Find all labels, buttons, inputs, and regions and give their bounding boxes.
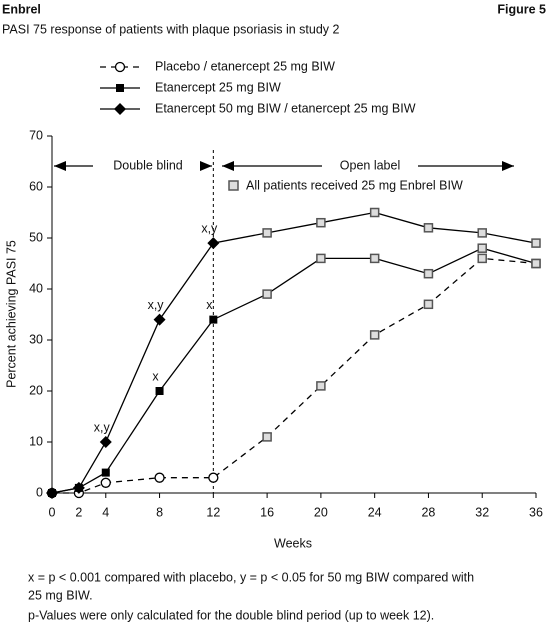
chart-title: PASI 75 response of patients with plaque… <box>2 22 340 36</box>
y-tick-label: 0 <box>36 485 43 499</box>
marker <box>155 387 164 395</box>
y-tick-label: 40 <box>29 281 43 295</box>
marker <box>99 436 112 448</box>
marker <box>316 253 326 264</box>
figure-label: Figure 5 <box>497 2 546 16</box>
marker <box>316 217 326 228</box>
marker <box>153 313 166 326</box>
footnote: 25 mg BIW. <box>28 588 93 602</box>
marker <box>369 253 380 264</box>
phase-label: Open label <box>340 158 400 172</box>
series-line <box>51 247 537 494</box>
x-tick-label: 16 <box>260 505 274 519</box>
note-marker <box>228 180 239 191</box>
marker <box>207 237 220 250</box>
header: Enbrel <box>2 2 41 16</box>
x-tick-label: 2 <box>75 505 82 519</box>
marker <box>477 253 487 264</box>
y-axis-label: Percent achieving PASI 75 <box>4 240 18 388</box>
marker <box>262 432 272 442</box>
significance-label: x,y <box>94 420 111 434</box>
phase-arrows <box>54 161 514 171</box>
x-tick-label: 0 <box>49 505 56 519</box>
marker <box>262 289 272 299</box>
marker <box>101 468 110 477</box>
marker <box>477 228 487 238</box>
y-tick-label: 10 <box>29 434 43 448</box>
marker <box>423 299 434 310</box>
x-tick-label: 12 <box>206 505 220 519</box>
x-tick-label: 24 <box>368 505 382 519</box>
significance-label: x,y <box>148 298 165 312</box>
x-tick-label: 8 <box>156 505 163 519</box>
x-tick-label: 32 <box>475 505 489 519</box>
legend-label: Placebo / etanercept 25 mg BIW <box>155 59 335 73</box>
marker <box>100 477 111 488</box>
series-line <box>51 211 537 494</box>
y-tick-label: 70 <box>29 128 43 142</box>
marker <box>154 472 165 483</box>
footnote: x = p < 0.001 compared with placebo, y =… <box>28 570 474 584</box>
phase-label: Double blind <box>113 158 183 172</box>
x-tick-label: 20 <box>314 505 328 519</box>
x-tick-label: 4 <box>102 505 109 519</box>
marker <box>72 481 85 494</box>
marker <box>477 243 487 253</box>
open-label-note: All patients received 25 mg Enbrel BIW <box>246 178 463 192</box>
legend-marker <box>114 61 126 73</box>
y-tick-label: 50 <box>29 230 43 244</box>
significance-label: x <box>206 298 213 312</box>
marker <box>46 487 58 499</box>
legend-label: Etanercept 50 mg BIW / etanercept 25 mg … <box>155 101 416 115</box>
x-tick-label: 28 <box>421 505 435 519</box>
y-tick-label: 30 <box>29 332 43 346</box>
marker <box>208 472 219 483</box>
x-tick-label: 36 <box>529 505 543 519</box>
footnote: p-Values were only calculated for the do… <box>28 608 434 622</box>
significance-label: x,y <box>201 221 218 235</box>
marker <box>531 238 541 248</box>
legend-label: Etanercept 25 mg BIW <box>155 80 281 94</box>
marker <box>531 258 541 269</box>
legend-marker <box>116 84 124 92</box>
marker <box>369 207 380 218</box>
x-axis-label: Weeks <box>274 536 312 550</box>
y-tick-label: 60 <box>29 179 43 193</box>
marker <box>262 228 272 238</box>
significance-label: x <box>152 369 159 383</box>
marker <box>209 315 218 324</box>
legend-marker <box>114 103 126 115</box>
marker <box>423 223 434 233</box>
y-tick-label: 20 <box>29 383 43 397</box>
marker <box>316 381 326 391</box>
series-line <box>52 257 537 494</box>
marker <box>369 330 380 340</box>
marker <box>423 268 434 279</box>
